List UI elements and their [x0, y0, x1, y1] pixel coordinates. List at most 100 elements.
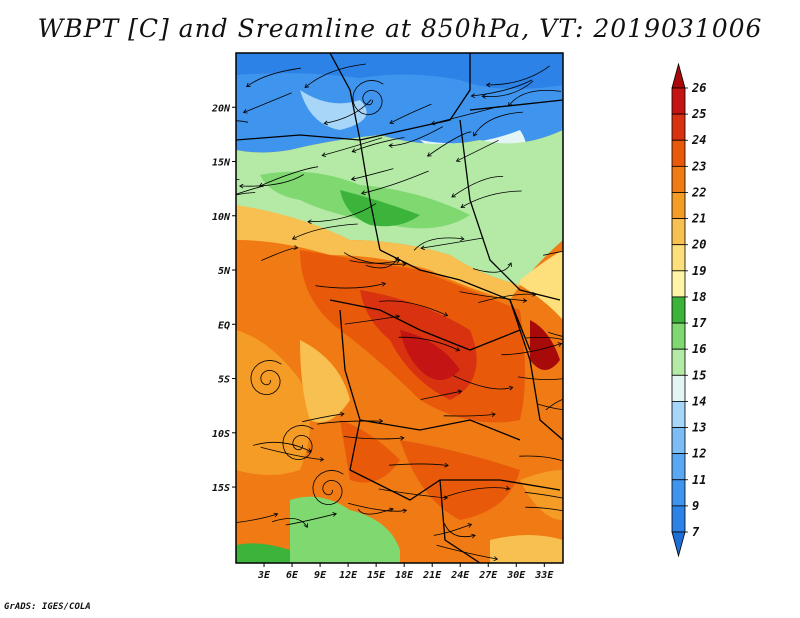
streamline-arrow: [246, 82, 251, 88]
streamline-arrow: [457, 389, 463, 395]
streamline-arrow: [319, 456, 325, 462]
wbpt-field: [236, 53, 563, 563]
streamline: [246, 67, 301, 87]
colorbar-swatch: [671, 165, 686, 193]
lon-tick-label: 21E: [422, 570, 442, 581]
streamline: [456, 139, 499, 162]
colorbar-min-triangle: [671, 531, 686, 558]
streamline-arrow: [197, 186, 201, 190]
streamline-arrow: [579, 395, 583, 399]
colorbar-swatch: [671, 139, 686, 167]
streamline-arrow: [570, 376, 574, 380]
streamline-arrow: [470, 93, 476, 99]
streamline: [525, 336, 563, 340]
streamline-arrow: [460, 236, 465, 241]
streamline: [433, 523, 472, 536]
colorbar-label: 23: [691, 159, 706, 173]
streamline: [236, 186, 262, 195]
streamline: [239, 174, 304, 187]
streamline: [427, 131, 472, 157]
streamline-arrow: [566, 339, 570, 343]
streamline-arrow: [321, 152, 327, 157]
lon-axis: 3E 6E 9E 12E 15E 18E 21E 24E 27E 30E 33E: [257, 563, 554, 581]
streamline: [243, 92, 292, 113]
streamline-arrow: [402, 508, 408, 514]
colorbar-swatch: [671, 401, 686, 428]
streamline-arrow: [587, 516, 591, 520]
streamline: [324, 99, 372, 124]
streamline: [357, 508, 394, 515]
streamline: [501, 343, 562, 356]
vortex-streamline: [352, 79, 384, 115]
streamline-arrow: [460, 203, 466, 208]
streamline: [315, 283, 386, 289]
streamline-arrow: [507, 262, 512, 267]
streamline-arrow: [273, 512, 279, 518]
vortex-streamline: [250, 359, 282, 395]
colorbar-label: 9: [692, 499, 699, 513]
lat-tick-label: 15S: [212, 483, 230, 494]
streamline: [285, 513, 337, 526]
colorbar-label: 24: [691, 133, 706, 147]
lat-tick-label: EQ: [218, 320, 230, 331]
colorbar-swatch: [671, 348, 686, 376]
streamline: [478, 293, 536, 303]
streamline-arrow: [291, 235, 297, 240]
vortex-streamline: [282, 424, 314, 460]
streamline-arrow: [598, 339, 602, 343]
streamline: [459, 291, 527, 302]
colorbar-label: 21: [691, 212, 706, 226]
streamline: [398, 336, 460, 351]
colorbar-swatch: [671, 479, 686, 507]
streamline: [519, 455, 563, 462]
lon-tick-label: 15E: [367, 570, 386, 581]
streamline: [236, 513, 278, 523]
streamline-arrow: [402, 261, 407, 267]
lon-tick-label: 24E: [450, 570, 470, 581]
streamline-arrow: [590, 406, 594, 410]
lon-tick-label: 33E: [534, 570, 554, 581]
lat-tick-label: 5S: [218, 375, 230, 386]
streamline: [460, 190, 522, 208]
chart-title: WBPT [C] and Sreamline at 850hPa, VT: 20…: [37, 14, 763, 43]
streamline: [236, 179, 240, 180]
streamline: [388, 463, 449, 466]
streamline-arrow: [206, 130, 210, 134]
colorbar-swatch: [671, 113, 686, 141]
streamline: [420, 390, 462, 400]
streamline-arrow: [381, 281, 387, 287]
streamline: [343, 252, 406, 265]
colorbar: 26 25 24 23 22 21 20 19 18 17 16 15 14 13 12 11 9 7: [671, 62, 707, 558]
streamline-arrow: [451, 193, 456, 198]
colorbar-label: 19: [692, 264, 706, 278]
streamline: [486, 65, 550, 86]
lon-tick-label: 12E: [339, 570, 358, 581]
streamline-arrow: [557, 342, 563, 347]
streamline-arrow: [307, 219, 312, 225]
streamline: [443, 523, 476, 538]
lat-tick-label: 15N: [212, 158, 231, 169]
streamline: [436, 544, 498, 560]
streamline-arrow: [485, 82, 491, 88]
streamline-arrow: [378, 418, 384, 424]
colorbar-label: 12: [692, 447, 706, 461]
streamline: [543, 250, 563, 256]
colorbar-label: 11: [692, 473, 706, 487]
country-borders: [236, 53, 563, 563]
colorbar-label: 20: [691, 238, 706, 252]
streamline: [413, 237, 464, 251]
colorbar-swatch: [671, 192, 686, 219]
colorbar-swatch: [671, 427, 686, 455]
colorbar-label: 26: [691, 81, 706, 95]
streamline-arrow: [242, 109, 248, 114]
colorbar-label: 25: [691, 107, 706, 121]
streamline: [508, 90, 562, 107]
lon-tick-label: 27E: [478, 570, 498, 581]
streamline: [453, 375, 513, 390]
lon-tick-label: 18E: [395, 570, 414, 581]
streamline-arrow: [426, 152, 432, 157]
colorbar-swatch: [671, 218, 686, 246]
streamline-arrow: [303, 523, 308, 528]
streamline-arrow: [351, 148, 357, 153]
